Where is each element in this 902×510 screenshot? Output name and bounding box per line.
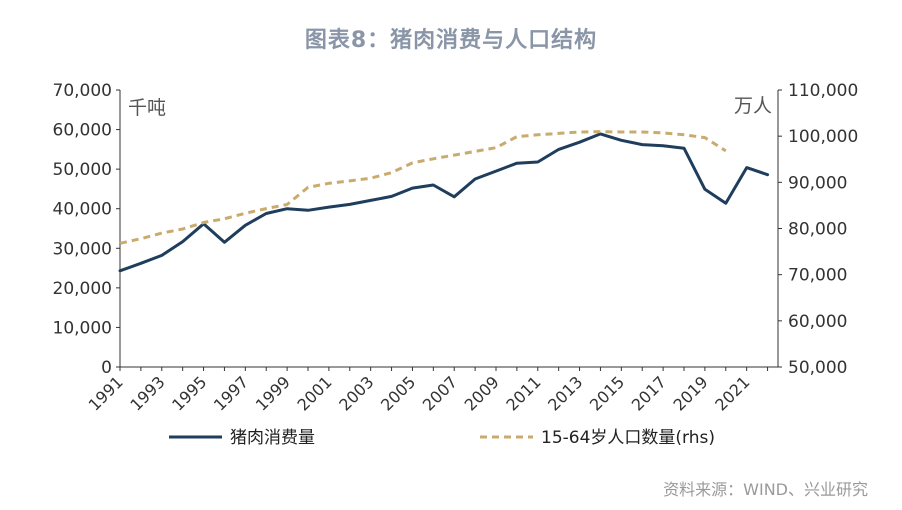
left-tick-label: 0 [101,358,112,378]
left-tick-label: 60,000 [53,121,112,141]
series-line-pork-consumption [118,132,770,273]
x-tick-label: 1993 [126,372,168,414]
right-tick-label: 70,000 [788,266,847,286]
x-tick-label: 2021 [711,372,753,414]
x-tick-label: 2013 [544,372,586,414]
x-tick-label: 1991 [85,372,127,414]
x-tick-label: 1999 [252,372,294,414]
legend-label-pork-consumption: 猪肉消费量 [230,428,315,448]
left-tick-label: 10,000 [53,318,112,338]
left-tick-label: 40,000 [53,200,112,220]
right-unit-label: 万人 [734,95,772,117]
legend-label-working-age-population: 15-64岁人口数量(rhs) [541,428,715,448]
left-tick-label: 50,000 [53,160,112,180]
x-tick-label: 2001 [293,372,335,414]
right-tick-label: 100,000 [788,127,858,147]
left-unit-label: 千吨 [128,97,166,119]
x-tick-label: 2009 [461,372,503,414]
x-tick-label: 1997 [210,372,252,414]
left-tick-label: 70,000 [53,81,112,101]
right-tick-label: 80,000 [788,220,847,240]
right-tick-label: 60,000 [788,312,847,332]
right-tick-label: 90,000 [788,173,847,193]
series-line-working-age-population [119,130,727,245]
source-note: 资料来源：WIND、兴业研究 [663,480,868,499]
x-tick-label: 2019 [669,372,711,414]
x-tick-label: 1995 [168,372,210,414]
x-tick-label: 2005 [377,372,419,414]
x-tick-label: 2003 [335,372,377,414]
x-tick-label: 2015 [586,372,628,414]
right-tick-label: 50,000 [788,358,847,378]
x-tick-label: 2017 [628,372,670,414]
left-tick-label: 30,000 [53,239,112,259]
x-tick-label: 2011 [502,372,544,414]
x-tick-label: 2007 [419,372,461,414]
chart-title: 图表8：猪肉消费与人口结构 [304,28,598,53]
left-tick-label: 20,000 [53,279,112,299]
right-tick-label: 110,000 [788,81,858,101]
